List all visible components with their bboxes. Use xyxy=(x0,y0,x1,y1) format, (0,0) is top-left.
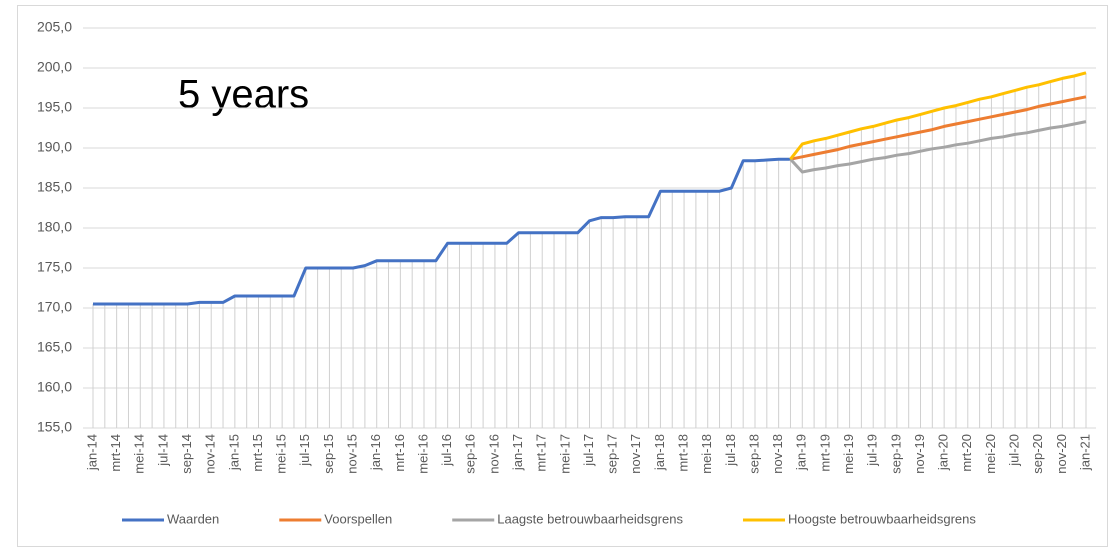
x-tick-label: jan-14 xyxy=(84,434,99,471)
x-tick-label: jul-15 xyxy=(297,434,312,467)
x-tick-label: nov-18 xyxy=(770,434,785,474)
x-tick-label: sep-14 xyxy=(179,434,194,474)
y-tick-label: 200,0 xyxy=(37,59,72,75)
y-tick-label: 165,0 xyxy=(37,339,72,355)
x-tick-label: nov-17 xyxy=(628,434,643,474)
x-tick-label: jul-16 xyxy=(439,434,454,467)
legend-label: Laagste betrouwbaarheidsgrens xyxy=(497,511,683,526)
x-tick-label: sep-18 xyxy=(746,434,761,474)
y-tick-label: 160,0 xyxy=(37,379,72,395)
x-tick-label: mei-19 xyxy=(841,434,856,474)
x-tick-label: jan-17 xyxy=(510,434,525,471)
series-line xyxy=(789,71,1087,161)
x-tick-label: jan-21 xyxy=(1077,434,1092,471)
legend-label: Waarden xyxy=(167,511,219,526)
x-tick-label: jan-18 xyxy=(652,434,667,471)
x-tick-label: mrt-14 xyxy=(108,434,123,472)
y-tick-label: 190,0 xyxy=(37,139,72,155)
x-tick-label: sep-17 xyxy=(605,434,620,474)
annotation: 5 years xyxy=(178,73,309,117)
x-tick-label: jul-18 xyxy=(723,434,738,467)
x-tick-label: sep-16 xyxy=(463,434,478,474)
legend-label: Voorspellen xyxy=(324,511,392,526)
y-tick-label: 170,0 xyxy=(37,299,72,315)
x-tick-label: mrt-15 xyxy=(250,434,265,472)
x-tick-label: sep-19 xyxy=(888,434,903,474)
series-line xyxy=(790,95,1087,161)
x-tick-label: nov-14 xyxy=(203,434,218,474)
x-tick-label: mei-16 xyxy=(415,434,430,474)
legend-label: Hoogste betrouwbaarheidsgrens xyxy=(788,511,976,526)
x-tick-label: mrt-18 xyxy=(676,434,691,472)
x-tick-label: mei-17 xyxy=(557,434,572,474)
x-tick-label: mrt-20 xyxy=(959,434,974,472)
y-tick-label: 180,0 xyxy=(37,219,72,235)
x-tick-label: mrt-16 xyxy=(392,434,407,472)
x-tick-label: jan-20 xyxy=(936,434,951,471)
x-tick-label: jul-19 xyxy=(865,434,880,467)
x-tick-label: nov-20 xyxy=(1054,434,1069,474)
x-tick-label: jul-17 xyxy=(581,434,596,467)
y-tick-label: 185,0 xyxy=(37,179,72,195)
x-tick-label: jan-19 xyxy=(794,434,809,471)
x-tick-label: nov-16 xyxy=(486,434,501,474)
y-tick-label: 155,0 xyxy=(37,419,72,435)
x-tick-label: mei-20 xyxy=(983,434,998,474)
series-line xyxy=(93,157,791,306)
x-tick-label: sep-15 xyxy=(321,434,336,474)
y-tick-label: 175,0 xyxy=(37,259,72,275)
x-tick-label: jul-14 xyxy=(155,434,170,467)
x-tick-label: mrt-19 xyxy=(817,434,832,472)
x-tick-label: jan-15 xyxy=(226,434,241,471)
y-tick-label: 195,0 xyxy=(37,99,72,115)
x-tick-label: mei-14 xyxy=(132,434,147,474)
x-tick-label: mei-18 xyxy=(699,434,714,474)
series-line xyxy=(789,120,1087,174)
y-tick-label: 205,0 xyxy=(37,19,72,35)
x-tick-label: nov-15 xyxy=(345,434,360,474)
chart-frame xyxy=(17,5,1108,547)
x-tick-label: jul-20 xyxy=(1007,434,1022,467)
x-tick-label: mei-15 xyxy=(274,434,289,474)
x-tick-label: mrt-17 xyxy=(534,434,549,472)
x-tick-label: sep-20 xyxy=(1030,434,1045,474)
x-tick-label: nov-19 xyxy=(912,434,927,474)
x-tick-label: jan-16 xyxy=(368,434,383,471)
